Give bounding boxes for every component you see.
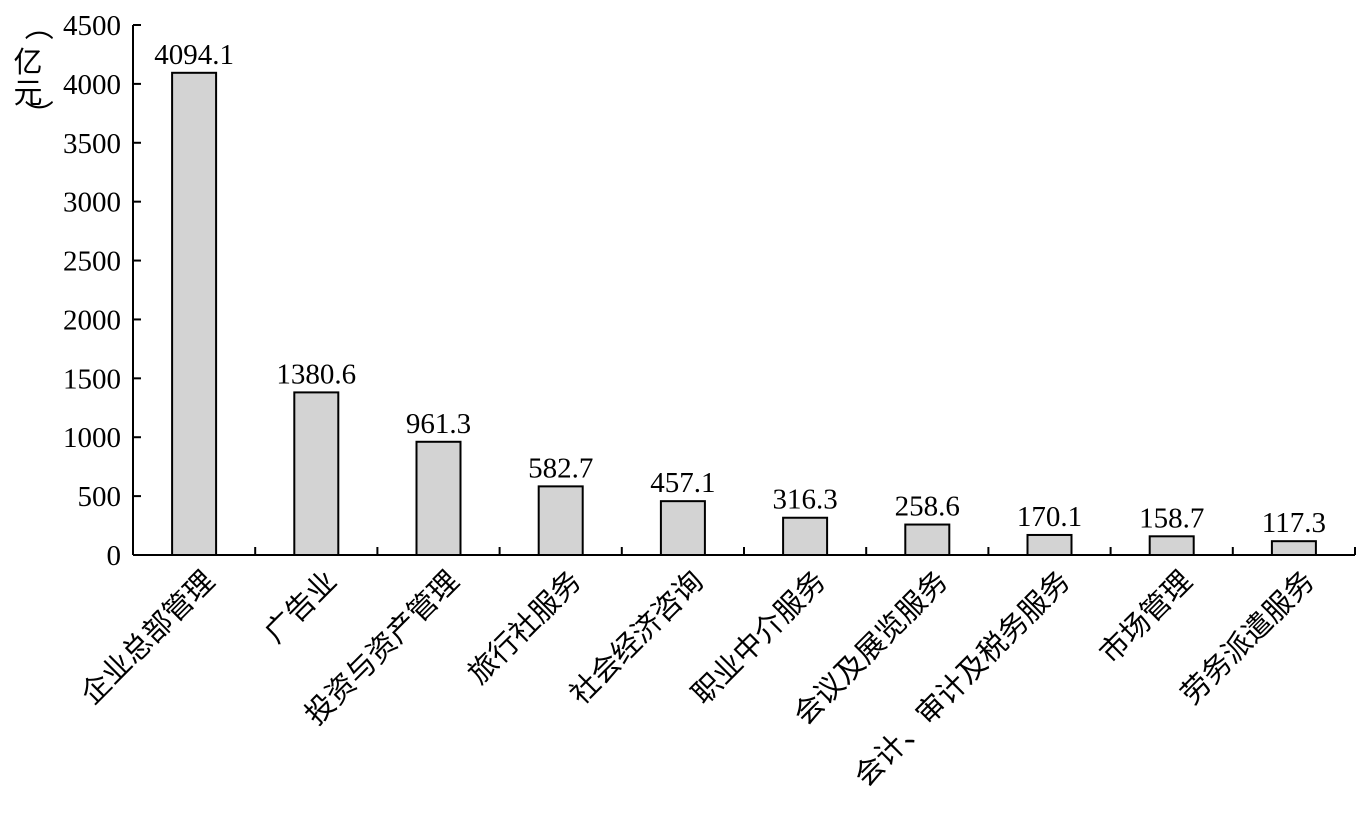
y-tick-label: 2000: [63, 304, 121, 336]
data-label: 158.7: [1139, 502, 1204, 534]
data-label: 961.3: [406, 408, 471, 440]
y-tick-label: 500: [78, 481, 122, 513]
bar: [904, 523, 951, 556]
data-label: 1380.6: [276, 358, 356, 390]
x-tick-label: 会计、审计及税务服务: [847, 564, 1076, 793]
bar: [415, 440, 462, 556]
y-tick-label: 1500: [63, 363, 121, 395]
bar: [537, 485, 584, 556]
x-tick-label: 广告业: [258, 564, 344, 650]
bar: [782, 516, 829, 556]
data-label: 117.3: [1262, 507, 1326, 539]
x-tick-label: 企业总部管理: [74, 564, 221, 711]
y-tick-label: 1000: [63, 422, 121, 454]
bar: [1026, 533, 1073, 557]
y-axis: 0 500 1000 1500 2000 2500 3000 3500 4000 4500: [63, 10, 141, 572]
y-tick-label: 4500: [63, 10, 121, 42]
y-axis-label-char: 元: [13, 76, 42, 110]
y-tick-label: 0: [107, 540, 122, 572]
data-label: 258.6: [895, 491, 960, 523]
data-label: 582.7: [528, 452, 593, 484]
bar: [293, 391, 340, 556]
y-axis-label-char: 亿: [13, 45, 42, 79]
bars: [171, 71, 1317, 557]
data-label: 457.1: [650, 467, 715, 499]
data-label: 170.1: [1017, 501, 1082, 533]
x-tick-labels: 企业总部管理 广告业投资与资产管理旅行社服务社会经济咨询职业中介服务会议及展览服务…: [74, 564, 1321, 793]
y-axis-label-char: ）: [21, 99, 55, 128]
y-axis-label-char: （: [21, 11, 55, 40]
y-tick-label: 3000: [63, 187, 121, 219]
x-tick-label: 旅行社服务: [461, 564, 588, 691]
bar: [171, 71, 218, 556]
y-tick-label: 4000: [63, 69, 121, 101]
data-label: 4094.1: [154, 39, 234, 71]
data-labels: 4094.1 1380.6 961.3 582.7 457.1 316.3 258.6 170…: [154, 39, 1326, 539]
x-tick-label: 市场管理: [1093, 564, 1199, 670]
bar: [1148, 535, 1195, 556]
bar: [1270, 540, 1317, 557]
data-label: 316.3: [772, 484, 837, 516]
y-tick-label: 2500: [63, 246, 121, 278]
y-tick-label: 3500: [63, 128, 121, 160]
y-axis-label: （ 亿元）: [13, 11, 55, 128]
bar: [659, 500, 706, 557]
